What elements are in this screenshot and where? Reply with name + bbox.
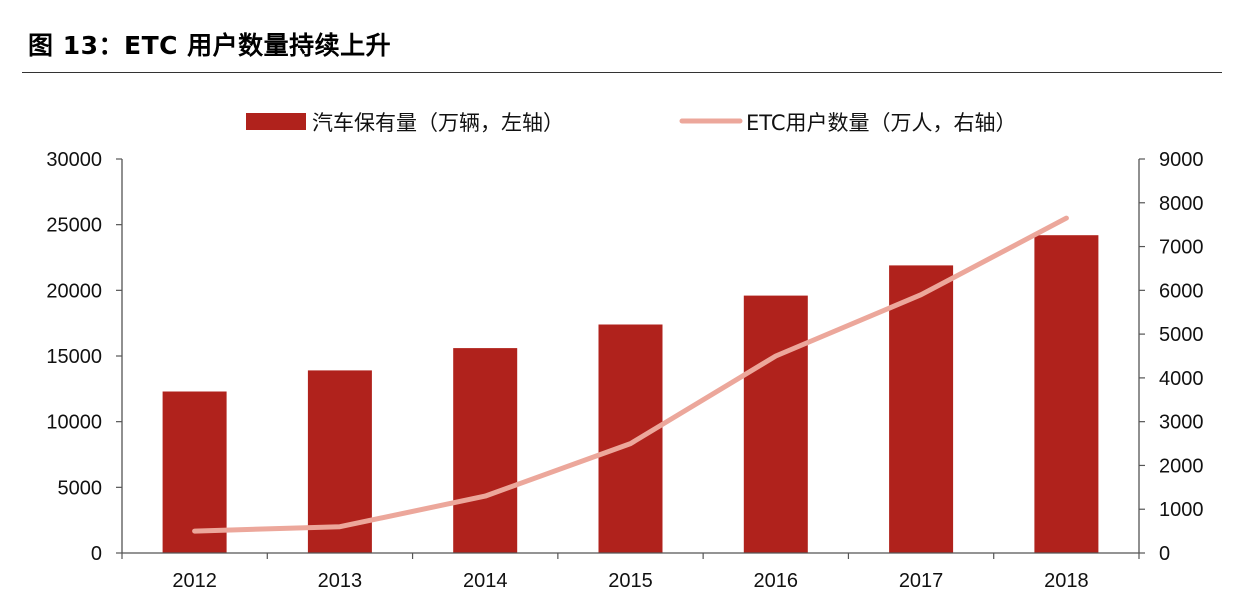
bar-2017 xyxy=(889,265,954,553)
legend-label-bar: 汽车保有量（万辆，左轴） xyxy=(312,111,564,135)
x-tick-label: 2012 xyxy=(172,570,217,592)
left-tick-label: 0 xyxy=(91,543,102,565)
bar-2015 xyxy=(598,324,663,553)
legend-swatch-bar xyxy=(246,113,306,130)
right-tick-label: 9000 xyxy=(1159,149,1204,171)
legend: 汽车保有量（万辆，左轴） ETC用户数量（万人，右轴） xyxy=(246,111,1017,135)
line-point-2015 xyxy=(629,442,632,446)
left-tick-label: 20000 xyxy=(46,280,102,302)
x-tick-label: 2014 xyxy=(463,570,508,592)
x-tick-label: 2018 xyxy=(1044,570,1089,592)
right-tick-label: 2000 xyxy=(1159,455,1204,477)
line-point-2017 xyxy=(919,293,923,297)
line-point-2012 xyxy=(193,529,197,533)
left-tick-label: 30000 xyxy=(46,149,102,171)
bar-series xyxy=(162,235,1099,553)
right-tick-label: 7000 xyxy=(1159,237,1204,259)
figure-title: 图 13：ETC 用户数量持续上升 xyxy=(28,31,392,60)
legend-label-line: ETC用户数量（万人，右轴） xyxy=(746,111,1017,135)
line-point-2013 xyxy=(338,525,342,529)
right-tick-label: 8000 xyxy=(1159,193,1204,215)
right-tick-label: 3000 xyxy=(1159,412,1204,434)
left-tick-label: 10000 xyxy=(46,412,102,434)
left-tick-label: 5000 xyxy=(58,477,103,499)
right-tick-label: 5000 xyxy=(1159,324,1204,346)
x-tick-label: 2013 xyxy=(318,570,363,592)
right-tick-label: 4000 xyxy=(1159,368,1204,390)
line-series xyxy=(192,215,1069,534)
bar-2018 xyxy=(1034,235,1099,553)
right-tick-label: 1000 xyxy=(1159,499,1204,521)
bar-2014 xyxy=(453,348,518,553)
right-tick-label: 6000 xyxy=(1159,280,1204,302)
line-point-2016 xyxy=(774,354,778,358)
line-point-2018 xyxy=(1064,216,1068,220)
left-tick-label: 25000 xyxy=(46,215,102,237)
x-tick-label: 2015 xyxy=(608,570,653,592)
bar-2016 xyxy=(743,295,808,553)
axes: 0 5000 10000 15000 20000 25000 30000 0 1000 2000 3… xyxy=(46,149,1203,592)
x-tick-label: 2017 xyxy=(899,570,944,592)
bar-2012 xyxy=(162,391,227,553)
line-point-2014 xyxy=(483,494,487,498)
x-tick-label: 2016 xyxy=(754,570,799,592)
left-tick-label: 15000 xyxy=(46,346,102,368)
right-tick-label: 0 xyxy=(1159,543,1170,565)
title-divider xyxy=(22,72,1222,73)
